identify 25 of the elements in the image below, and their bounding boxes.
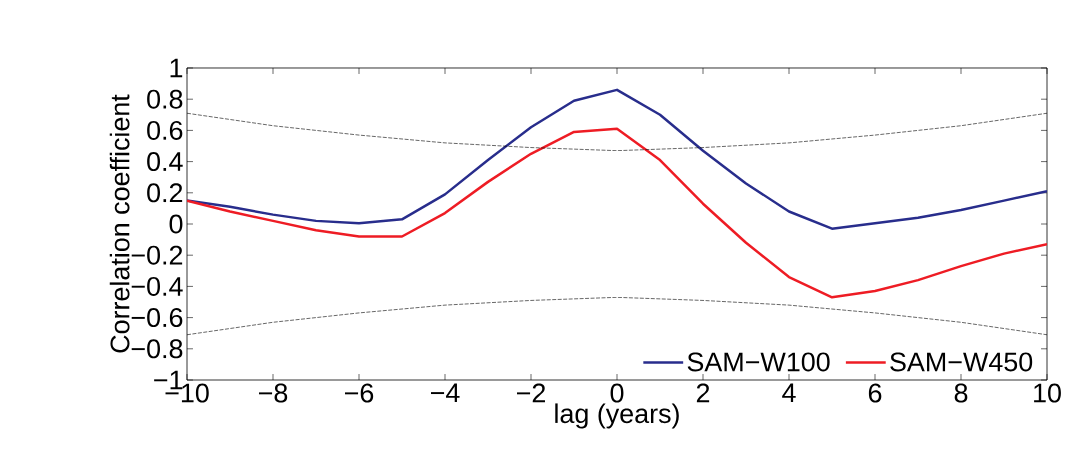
x-tick-label: −8 — [259, 383, 288, 403]
y-tick-label: −0.8 — [131, 339, 183, 359]
y-tick-label: −0.4 — [131, 276, 183, 296]
y-tick-label: −0.2 — [131, 245, 183, 265]
y-tick-label: 0.2 — [147, 183, 183, 203]
x-tick-label: 6 — [868, 383, 882, 403]
x-tick-label: 0 — [610, 383, 624, 403]
y-tick-label: 0.4 — [147, 152, 183, 172]
y-tick-label: 1 — [170, 58, 183, 78]
y-tick-label: −0.6 — [131, 308, 183, 328]
x-tick-label: 8 — [954, 383, 968, 403]
line-series — [187, 127, 1048, 299]
y-axis-title: Correlation coefficient — [109, 94, 130, 353]
y-tick-label: 0.8 — [147, 89, 183, 109]
x-tick-label: 4 — [782, 383, 796, 403]
x-tick-label: 2 — [696, 383, 710, 403]
x-tick-label: −4 — [431, 383, 460, 403]
legend-label: SAM−W100 — [687, 352, 830, 372]
x-tick-label: 10 — [1034, 383, 1061, 403]
x-axis-title: lag (years) — [555, 403, 679, 429]
legend-label: SAM−W450 — [890, 352, 1033, 372]
x-tick-label: −2 — [517, 383, 545, 403]
y-tick-label: 0.6 — [147, 120, 183, 140]
x-tick-label: −6 — [345, 383, 374, 403]
y-tick-label: 0 — [169, 214, 183, 234]
